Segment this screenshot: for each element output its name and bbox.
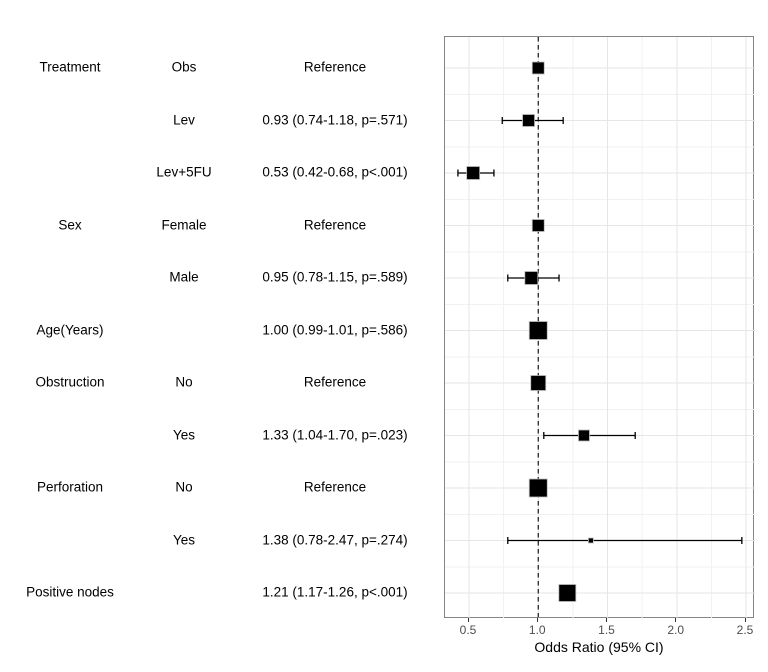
x-axis-tick-label: 1.5 bbox=[598, 623, 615, 637]
row-variable-label: Perforation bbox=[36, 479, 104, 495]
x-axis-tick bbox=[675, 618, 677, 622]
or-marker bbox=[528, 321, 548, 340]
or-marker bbox=[531, 219, 545, 232]
row-estimate-label: 0.95 (0.78-1.15, p=.589) bbox=[262, 269, 408, 285]
row-estimate-label: Reference bbox=[303, 374, 367, 390]
row-estimate-label: 1.38 (0.78-2.47, p=.274) bbox=[262, 531, 408, 547]
row-level-label: No bbox=[175, 479, 193, 495]
row-level-label: Male bbox=[169, 269, 199, 285]
row-estimate-label: 0.53 (0.42-0.68, p<.001) bbox=[262, 164, 408, 180]
plot-panel bbox=[444, 36, 755, 619]
forest-plot-svg bbox=[445, 37, 755, 619]
x-axis-tick bbox=[606, 618, 607, 622]
x-axis-tick-label: 2.0 bbox=[667, 623, 685, 637]
row-estimate-label: 0.93 (0.74-1.18, p=.571) bbox=[262, 111, 408, 127]
x-axis-tick-label: 2.5 bbox=[736, 623, 754, 637]
row-estimate-label: 1.21 (1.17-1.26, p<.001) bbox=[262, 584, 408, 600]
row-level-label: Obs bbox=[171, 59, 197, 75]
row-variable-label: Treatment bbox=[39, 59, 101, 75]
row-level-label: Lev bbox=[173, 111, 195, 127]
or-marker bbox=[587, 537, 594, 544]
row-level-label: Yes bbox=[172, 426, 196, 442]
or-marker bbox=[558, 584, 577, 602]
x-axis-tick bbox=[467, 618, 469, 622]
x-axis-title: Odds Ratio (95% CI) bbox=[534, 639, 664, 655]
row-level-label: Lev+5FU bbox=[156, 164, 212, 180]
row-variable-label: Obstruction bbox=[35, 374, 105, 390]
or-marker bbox=[524, 271, 539, 285]
or-marker bbox=[522, 114, 535, 127]
row-estimate-label: Reference bbox=[303, 479, 367, 495]
or-marker bbox=[528, 478, 548, 498]
or-marker bbox=[466, 166, 481, 180]
row-level-label: Female bbox=[161, 216, 207, 232]
row-estimate-label: Reference bbox=[303, 59, 367, 75]
or-marker bbox=[531, 61, 545, 75]
or-marker bbox=[530, 375, 547, 391]
row-level-label: No bbox=[175, 374, 193, 390]
row-variable-label: Positive nodes bbox=[26, 584, 114, 600]
x-axis-tick bbox=[744, 618, 746, 622]
or-marker bbox=[578, 429, 590, 442]
row-level-label: Yes bbox=[172, 531, 196, 547]
row-variable-label: Age(Years) bbox=[36, 321, 104, 337]
x-axis-tick-label: 1.0 bbox=[528, 623, 546, 637]
row-estimate-label: Reference bbox=[303, 216, 367, 232]
row-estimate-label: 1.00 (0.99-1.01, p=.586) bbox=[262, 321, 408, 337]
row-variable-label: Sex bbox=[58, 216, 82, 232]
x-axis-tick-label: 0.5 bbox=[459, 623, 477, 637]
row-estimate-label: 1.33 (1.04-1.70, p=.023) bbox=[262, 426, 408, 442]
x-axis-tick bbox=[536, 618, 538, 622]
